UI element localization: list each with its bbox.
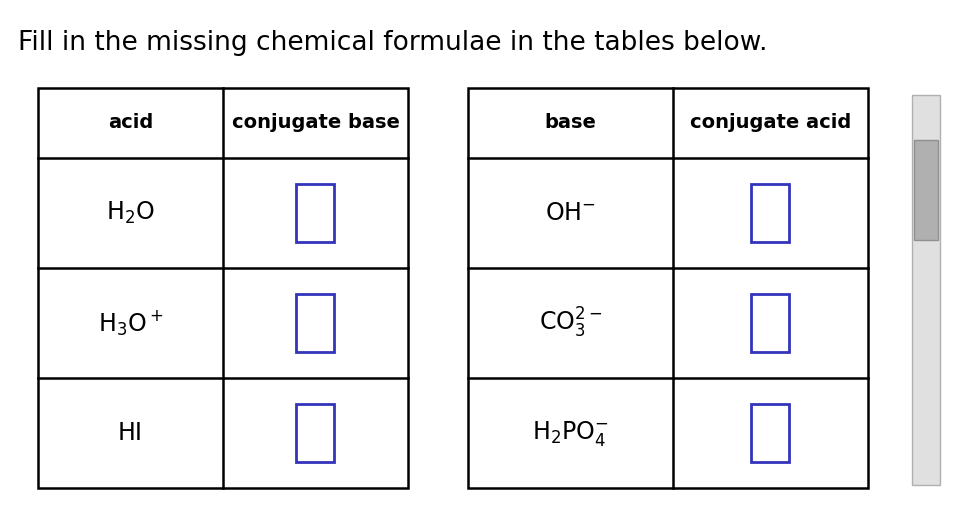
Text: CO$_3^{2-}$: CO$_3^{2-}$ (539, 306, 602, 340)
Bar (751, 404, 790, 462)
Bar (751, 184, 790, 242)
Bar (296, 184, 335, 242)
Text: base: base (545, 114, 597, 133)
Text: conjugate acid: conjugate acid (690, 114, 851, 133)
Bar (296, 294, 335, 352)
Text: Fill in the missing chemical formulae in the tables below.: Fill in the missing chemical formulae in… (18, 30, 768, 56)
Bar (914, 140, 938, 240)
Text: OH$^{-}$: OH$^{-}$ (545, 201, 596, 225)
Text: HI: HI (118, 421, 143, 445)
Text: H$_2$PO$_4^{-}$: H$_2$PO$_4^{-}$ (532, 419, 609, 447)
Bar (296, 404, 335, 462)
Text: conjugate base: conjugate base (231, 114, 400, 133)
Bar (912, 95, 940, 485)
Text: H$_3$O$^+$: H$_3$O$^+$ (98, 309, 163, 337)
Text: H$_2$O: H$_2$O (106, 200, 155, 226)
Text: acid: acid (108, 114, 153, 133)
Bar (38, 88, 408, 488)
Bar (751, 294, 790, 352)
Bar (468, 88, 868, 488)
